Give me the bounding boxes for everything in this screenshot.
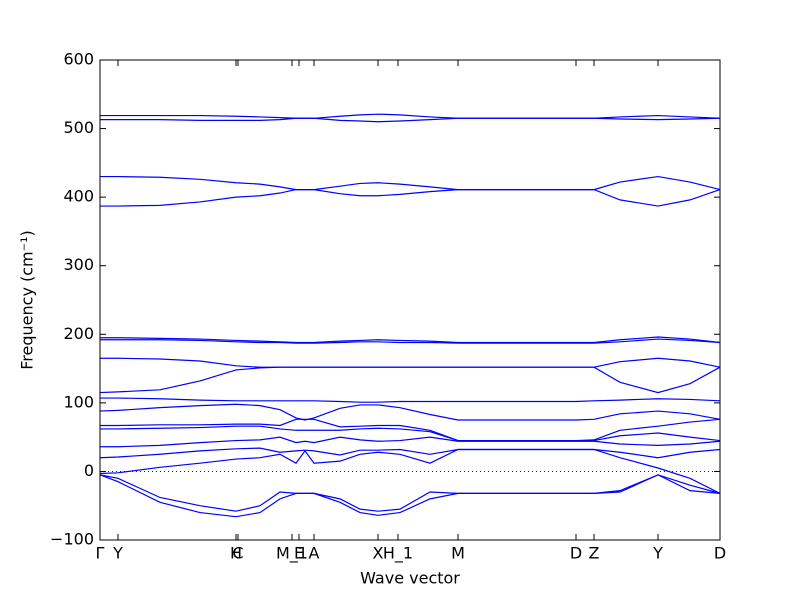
y-tick-label: 500 [63,118,94,137]
band-line [99,474,721,512]
band-line [100,436,721,448]
band-line [100,338,721,344]
y-axis-label: Frequency (cm⁻¹) [18,230,37,369]
x-tick-label: X [373,544,384,563]
x-tick-label: E [294,544,304,563]
band-line [99,448,721,494]
y-tick-label: 100 [63,392,94,411]
band-line [100,418,721,442]
y-tick-label: 600 [63,50,94,69]
band-line [100,336,721,344]
y-tick-label: 200 [63,324,94,343]
x-tick-label: H_1 [383,544,413,564]
x-tick-label: Y [112,544,123,563]
x-tick-label: D [570,544,582,563]
y-tick-label: 400 [63,187,94,206]
y-tick-label: −100 [50,530,94,549]
plot-frame [99,59,721,541]
band-line [100,117,721,123]
x-tick-label: H [230,544,242,563]
x-tick-label: M_1 [276,544,308,564]
band-line [100,189,721,207]
x-tick-label: Y [652,544,663,563]
band-line [100,397,721,403]
x-tick-label: A [309,544,320,563]
band-line [100,425,721,442]
x-tick-label: D [714,544,726,563]
x-tick-label: Z [589,544,600,563]
band-line [100,113,721,119]
x-tick-label: M [451,544,465,563]
x-tick-label: C [232,544,243,563]
band-line [99,366,721,394]
y-tick-label: 300 [63,255,94,274]
x-axis-label: Wave vector [360,569,460,588]
x-tick-label: Γ [96,544,105,563]
y-tick-label: 0 [84,461,94,480]
band-line [99,447,721,459]
band-line [100,175,721,191]
band-line [99,403,721,421]
